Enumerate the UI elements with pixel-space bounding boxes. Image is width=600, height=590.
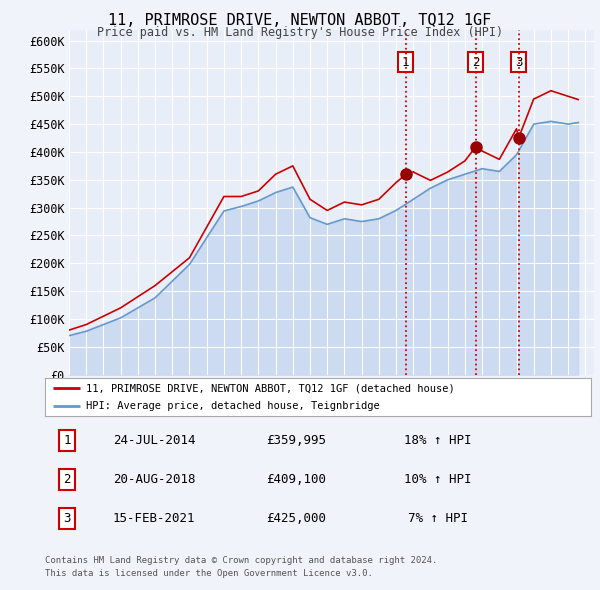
Text: Price paid vs. HM Land Registry's House Price Index (HPI): Price paid vs. HM Land Registry's House … — [97, 26, 503, 39]
Text: 3: 3 — [515, 56, 523, 69]
Text: 15-FEB-2021: 15-FEB-2021 — [113, 512, 196, 525]
Text: 24-JUL-2014: 24-JUL-2014 — [113, 434, 196, 447]
Text: £425,000: £425,000 — [266, 512, 326, 525]
Text: 18% ↑ HPI: 18% ↑ HPI — [404, 434, 472, 447]
Text: £409,100: £409,100 — [266, 473, 326, 486]
Text: 1: 1 — [402, 56, 409, 69]
Text: 3: 3 — [63, 512, 71, 525]
Text: £359,995: £359,995 — [266, 434, 326, 447]
Text: 7% ↑ HPI: 7% ↑ HPI — [408, 512, 468, 525]
Text: HPI: Average price, detached house, Teignbridge: HPI: Average price, detached house, Teig… — [86, 401, 380, 411]
Text: 10% ↑ HPI: 10% ↑ HPI — [404, 473, 472, 486]
Text: 2: 2 — [472, 56, 479, 69]
Text: Contains HM Land Registry data © Crown copyright and database right 2024.: Contains HM Land Registry data © Crown c… — [45, 556, 437, 565]
Text: 1: 1 — [63, 434, 71, 447]
Text: 11, PRIMROSE DRIVE, NEWTON ABBOT, TQ12 1GF: 11, PRIMROSE DRIVE, NEWTON ABBOT, TQ12 1… — [109, 13, 491, 28]
Text: This data is licensed under the Open Government Licence v3.0.: This data is licensed under the Open Gov… — [45, 569, 373, 578]
Text: 20-AUG-2018: 20-AUG-2018 — [113, 473, 196, 486]
Text: 2: 2 — [63, 473, 71, 486]
Text: 11, PRIMROSE DRIVE, NEWTON ABBOT, TQ12 1GF (detached house): 11, PRIMROSE DRIVE, NEWTON ABBOT, TQ12 1… — [86, 384, 455, 394]
